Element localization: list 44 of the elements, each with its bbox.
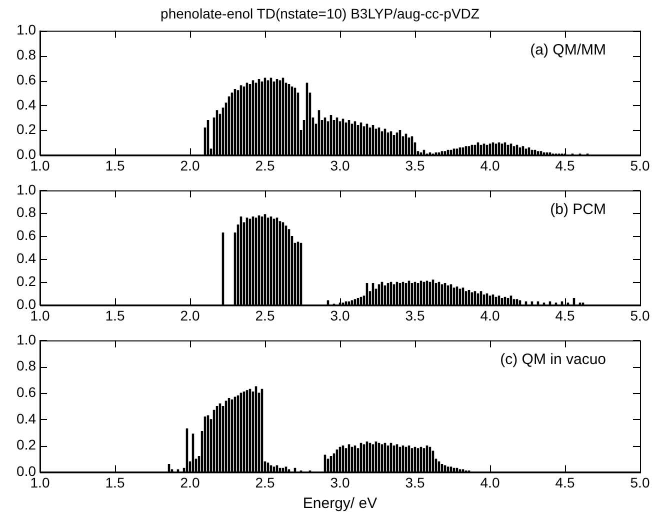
y-tick-label: 0.8 xyxy=(16,358,36,374)
y-tick-label: 1.0 xyxy=(16,181,36,198)
x-tick-label: 5.0 xyxy=(630,307,650,324)
x-tick-label: 4.0 xyxy=(480,474,500,490)
x-tick-label: 2.0 xyxy=(180,474,200,490)
x-tick-label: 3.0 xyxy=(330,157,350,174)
x-tick-label: 4.5 xyxy=(555,157,575,174)
annotation: (c) QM in vacuo xyxy=(500,351,606,368)
y-tick-label: 0.6 xyxy=(16,71,36,88)
x-tick-label: 1.5 xyxy=(105,474,125,490)
x-tick-label: 3.0 xyxy=(330,474,350,490)
y-tick-label: 0.2 xyxy=(16,121,36,138)
x-tick-label: 3.5 xyxy=(405,474,425,490)
x-axis-title: Energy/ eV xyxy=(302,495,378,512)
x-tick-label: 4.0 xyxy=(480,307,500,324)
annotation: (a) QM/MM xyxy=(530,41,606,58)
annotation: (b) PCM xyxy=(550,201,606,218)
y-tick-label: 0.6 xyxy=(16,227,36,244)
x-tick-label: 5.0 xyxy=(630,474,650,490)
x-tick-label: 4.5 xyxy=(555,474,575,490)
x-tick-label: 2.5 xyxy=(255,474,275,490)
x-tick-label: 1.5 xyxy=(105,157,125,174)
x-tick-label: 5.0 xyxy=(630,157,650,174)
y-tick-label: 0.8 xyxy=(16,204,36,220)
y-tick-label: 0.2 xyxy=(16,436,36,453)
y-tick-label: 0.2 xyxy=(16,273,36,290)
y-tick-label: 1.0 xyxy=(16,22,36,38)
x-tick-label: 2.5 xyxy=(255,307,275,324)
x-tick-label: 4.5 xyxy=(555,307,575,324)
x-tick-label: 3.0 xyxy=(330,307,350,324)
y-tick-label: 0.4 xyxy=(16,250,36,266)
y-tick-label: 0.8 xyxy=(16,46,36,63)
y-tick-label: 0.4 xyxy=(16,96,36,112)
y-tick-label: 0.4 xyxy=(16,410,36,426)
chart-title: phenolate-enol TD(nstate=10) B3LYP/aug-cc-pVDZ xyxy=(160,5,480,22)
x-tick-label: 2.5 xyxy=(255,157,275,174)
x-tick-label: 1.5 xyxy=(105,307,125,324)
x-tick-label: 4.0 xyxy=(480,157,500,174)
x-tick-label: 2.0 xyxy=(180,157,200,174)
x-tick-label: 2.0 xyxy=(180,307,200,324)
x-tick-label: 3.5 xyxy=(405,157,425,174)
y-tick-label: 0.6 xyxy=(16,384,36,400)
y-tick-label: 1.0 xyxy=(16,331,36,348)
x-tick-label: 3.5 xyxy=(405,307,425,324)
